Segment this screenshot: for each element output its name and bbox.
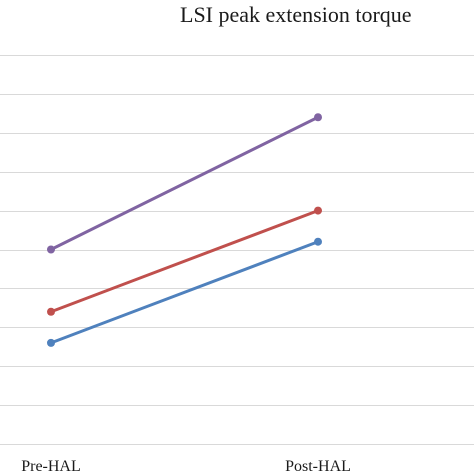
data-point <box>47 245 55 254</box>
data-point <box>47 338 55 347</box>
series-group <box>47 113 322 347</box>
x-tick-label: Post-HAL <box>285 458 351 474</box>
gridlines <box>0 55 474 445</box>
series-line <box>49 209 320 314</box>
data-point <box>47 307 55 316</box>
chart-title: LSI peak extension torque <box>180 2 412 27</box>
series-line <box>49 115 320 251</box>
x-tick-label: Pre-HAL <box>21 458 81 474</box>
data-point <box>314 237 322 246</box>
x-tick-labels: Pre-HAL Post-HAL <box>21 458 351 474</box>
series-1 <box>47 113 322 254</box>
series-3 <box>47 237 322 347</box>
series-2 <box>47 206 322 316</box>
data-point <box>314 206 322 215</box>
series-line <box>49 240 320 345</box>
data-point <box>314 113 322 122</box>
